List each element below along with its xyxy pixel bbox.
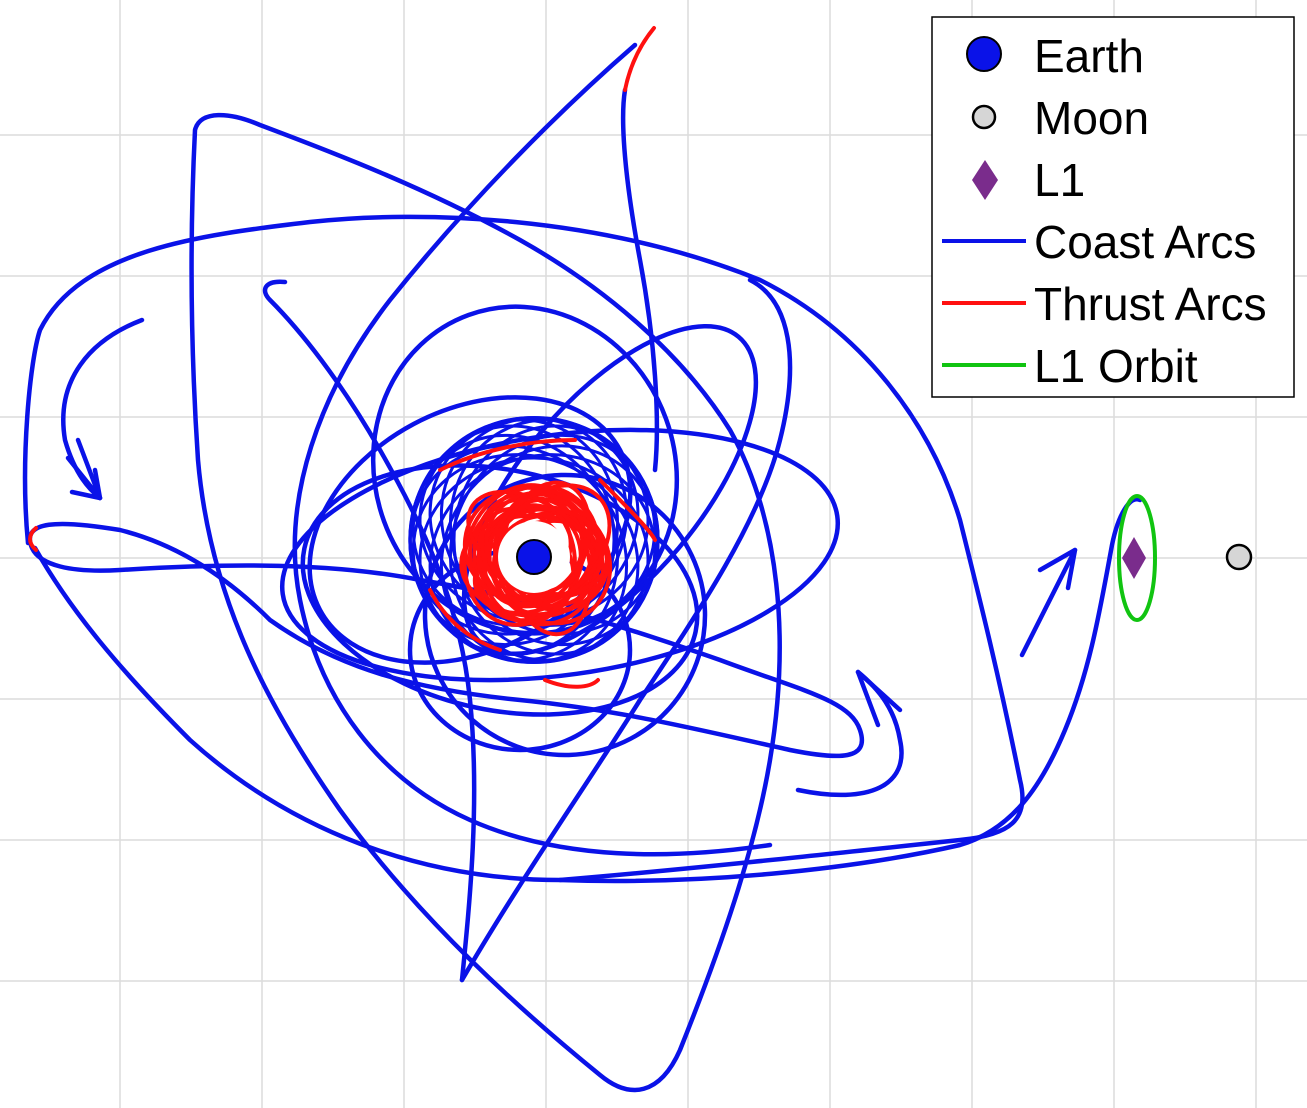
coast-ellipse-c [300,463,700,717]
legend-earth-icon [966,36,1002,72]
direction-arrow-icon [61,317,145,501]
legend-box [931,16,1295,398]
direction-arrow-icon [795,669,904,798]
coast-arc-diag-upper [292,42,773,857]
thrust-arc-left-tip [28,526,38,552]
legend-l1-icon [972,160,998,200]
direction-arrow-icon [1019,547,1078,658]
thrust-arcs [28,26,657,689]
legend-moon-label: Moon [1034,92,1149,144]
coast-arc-outer-upper-left [22,214,1025,883]
legend-orbit-label: L1 Orbit [1034,340,1198,392]
l1-diamond-marker [1122,537,1146,579]
moon-marker [1225,543,1253,571]
legend-moon-icon [971,104,997,130]
coast-arc-lower-spike [262,279,477,983]
legend-thrust-label: Thrust Arcs [1034,278,1267,330]
l1-orbit-path [1117,494,1157,622]
thrust-arc-ray-4 [428,588,502,652]
thrust-core-orbit [482,483,612,609]
thrust-arcs-core-spiral [459,480,613,637]
coast-arc-exit [557,497,1143,884]
legend-coast-label: Coast Arcs [1034,216,1256,268]
coast-arcs [22,42,1143,1093]
legend: Earth Moon L1 Coast Arcs Thrust Arcs L1 … [931,16,1295,398]
thrust-arc-top-tip [623,26,656,92]
coast-arc-top-spike [620,87,660,473]
thrust-core-orbit [492,507,611,597]
legend-earth-label: Earth [1034,30,1144,82]
coast-arc-tall-left [189,112,782,1093]
thrust-arc-ray-3 [598,478,657,542]
direction-arrows [61,317,1078,798]
thrust-arc-ray-2 [543,678,600,689]
earth-marker [498,521,570,593]
legend-l1-label: L1 [1034,154,1085,206]
thrust-arc-ray-1 [438,438,577,472]
